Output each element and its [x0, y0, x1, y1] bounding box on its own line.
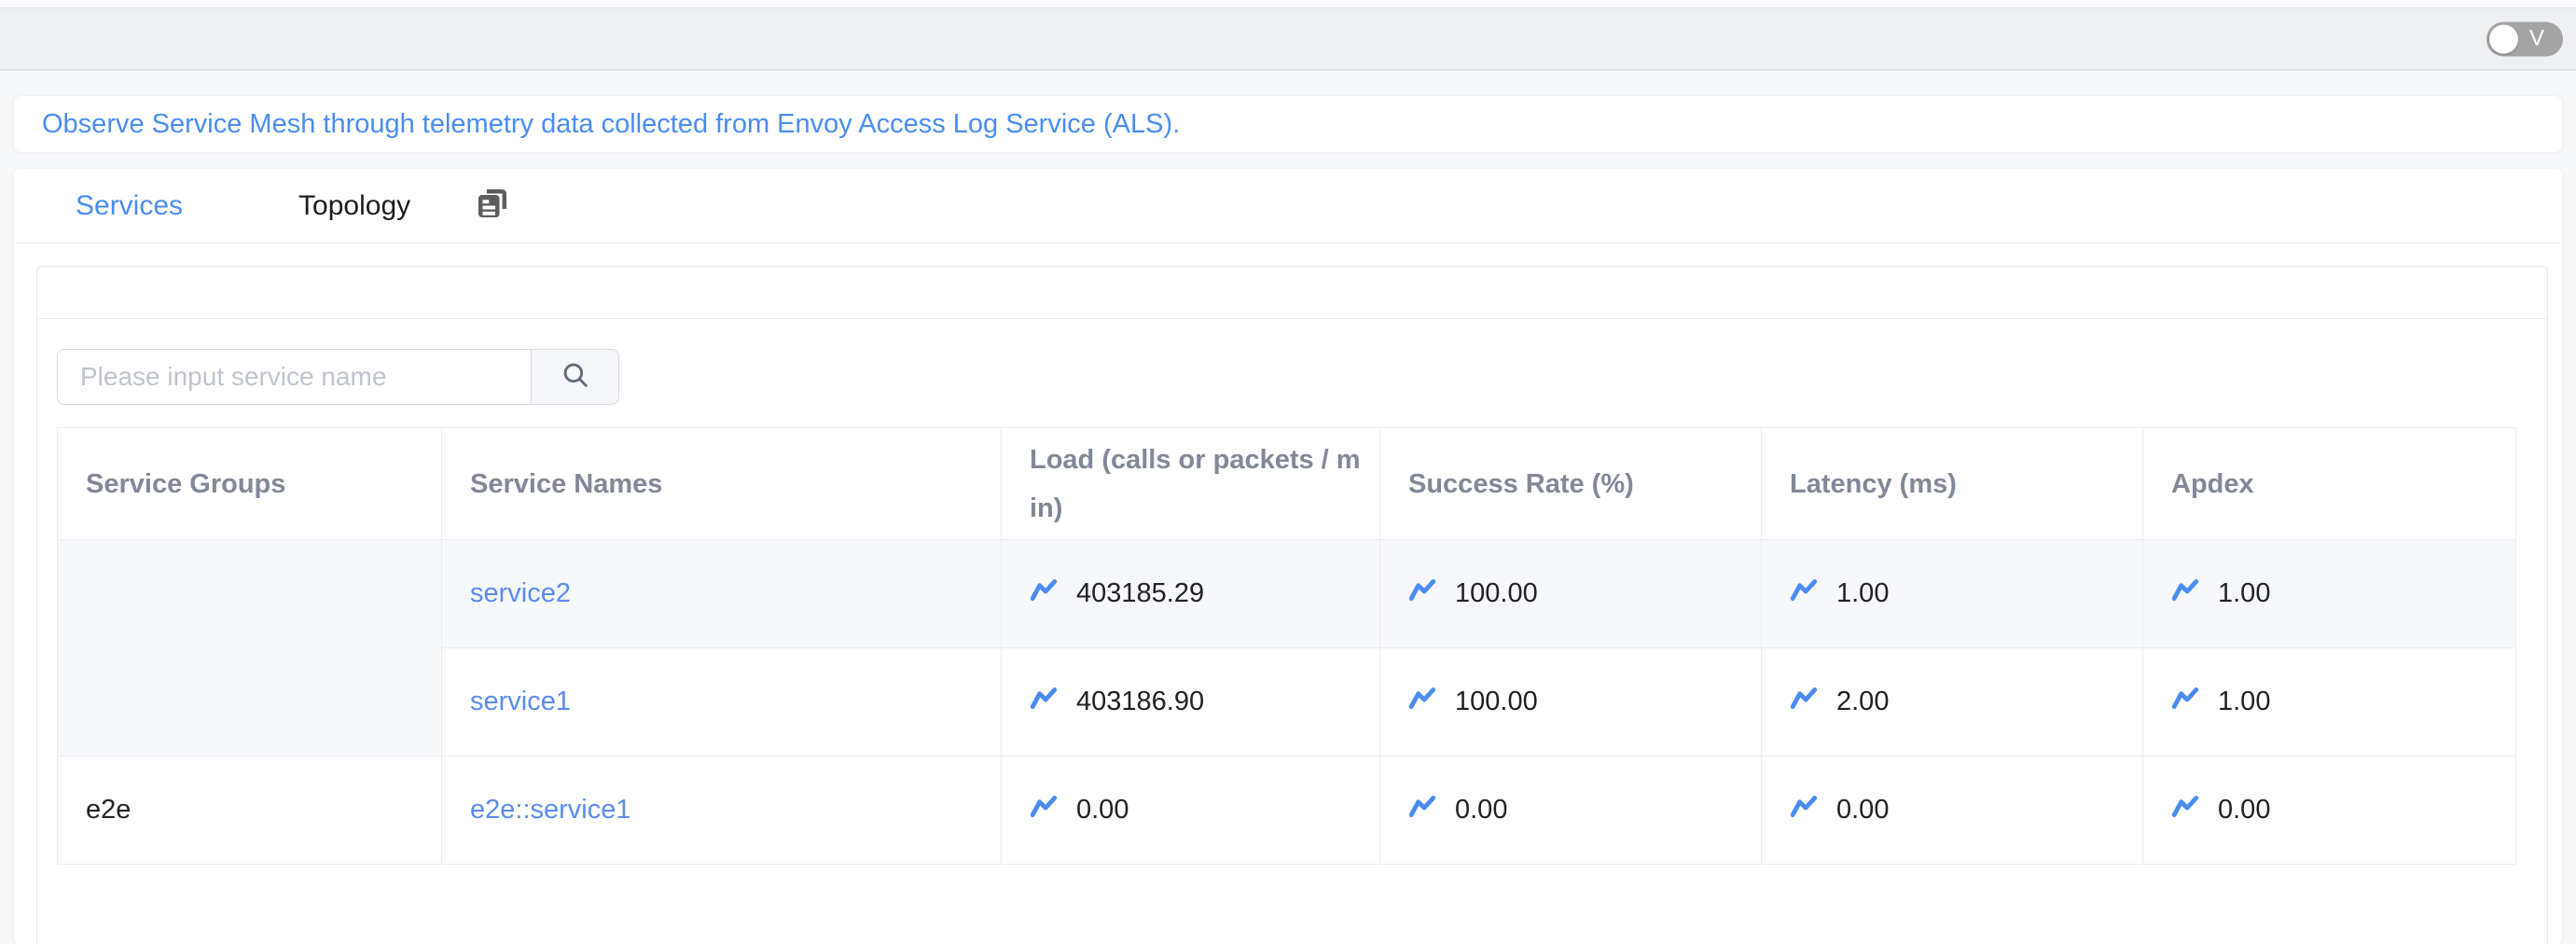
apdex-value: 1.00 — [2218, 578, 2271, 608]
table-row: service1 403186.90 100.00 — [58, 647, 2516, 757]
service-search-input[interactable] — [57, 349, 531, 405]
services-panel-body: Service Groups Service Names Load (calls… — [37, 319, 2547, 865]
banner-text: Observe Service Mesh through telemetry d… — [42, 108, 1181, 139]
line-chart-icon[interactable] — [1030, 793, 1058, 828]
group-cell: e2e — [57, 756, 442, 865]
group-cell — [57, 539, 442, 757]
service-search — [57, 349, 2547, 405]
col-apdex: Apdex — [2142, 427, 2516, 540]
line-chart-icon[interactable] — [1790, 576, 1818, 612]
col-success-rate: Success Rate (%) — [1379, 427, 1762, 540]
line-chart-icon[interactable] — [2171, 576, 2199, 612]
search-icon — [560, 359, 591, 396]
line-chart-icon[interactable] — [1030, 685, 1058, 720]
tab-bar: Services Topology — [14, 169, 2562, 243]
top-navigation-bar: V — [0, 7, 2576, 71]
latency-value: 0.00 — [1836, 795, 1890, 825]
line-chart-icon[interactable] — [1408, 793, 1436, 828]
tab-services[interactable]: Services — [76, 189, 184, 221]
service-link[interactable]: service1 — [470, 687, 571, 716]
success-rate-value: 100.00 — [1455, 578, 1538, 608]
service-search-button[interactable] — [531, 349, 619, 405]
apdex-value: 1.00 — [2218, 687, 2271, 716]
line-chart-icon[interactable] — [2171, 685, 2199, 720]
version-toggle[interactable]: V — [2486, 21, 2563, 56]
page-content: Observe Service Mesh through telemetry d… — [0, 95, 2576, 944]
line-chart-icon[interactable] — [1408, 685, 1436, 720]
version-toggle-label: V — [2529, 25, 2545, 51]
line-chart-icon[interactable] — [1790, 793, 1818, 828]
copy-document-icon — [476, 187, 509, 225]
col-service-groups: Service Groups — [57, 427, 442, 540]
service-link[interactable]: service2 — [470, 578, 571, 608]
col-service-names: Service Names — [441, 427, 1002, 540]
success-rate-value: 100.00 — [1455, 687, 1538, 716]
docs-button[interactable] — [476, 187, 509, 225]
services-panel-header — [37, 267, 2547, 319]
latency-value: 1.00 — [1836, 578, 1890, 608]
load-value: 403186.90 — [1076, 687, 1205, 716]
load-value: 0.00 — [1076, 795, 1129, 825]
table-header-row: Service Groups Service Names Load (calls… — [57, 427, 2516, 540]
load-value: 403185.29 — [1076, 578, 1205, 608]
services-panel: Service Groups Service Names Load (calls… — [36, 266, 2548, 944]
line-chart-icon[interactable] — [2171, 793, 2199, 828]
line-chart-icon[interactable] — [1790, 685, 1818, 720]
apdex-value: 0.00 — [2218, 795, 2271, 825]
success-rate-value: 0.00 — [1455, 795, 1508, 825]
line-chart-icon[interactable] — [1408, 576, 1436, 612]
col-load: Load (calls or packets / min) — [1001, 427, 1380, 540]
top-strip — [0, 0, 2576, 7]
col-latency: Latency (ms) — [1761, 427, 2143, 540]
service-link[interactable]: e2e::service1 — [470, 795, 631, 825]
toggle-knob-icon — [2489, 24, 2518, 53]
table-row: service2 403185.29 100.00 — [57, 539, 2516, 757]
description-banner: Observe Service Mesh through telemetry d… — [13, 95, 2563, 153]
latency-value: 2.00 — [1836, 687, 1890, 716]
line-chart-icon[interactable] — [1030, 576, 1058, 612]
mesh-panel-card: Services Topology — [13, 168, 2563, 944]
tab-topology[interactable]: Topology — [298, 189, 411, 221]
services-table: Service Groups Service Names Load (calls… — [57, 427, 2516, 865]
table-row: e2e e2e::service1 0.00 0.00 — [57, 756, 2516, 865]
